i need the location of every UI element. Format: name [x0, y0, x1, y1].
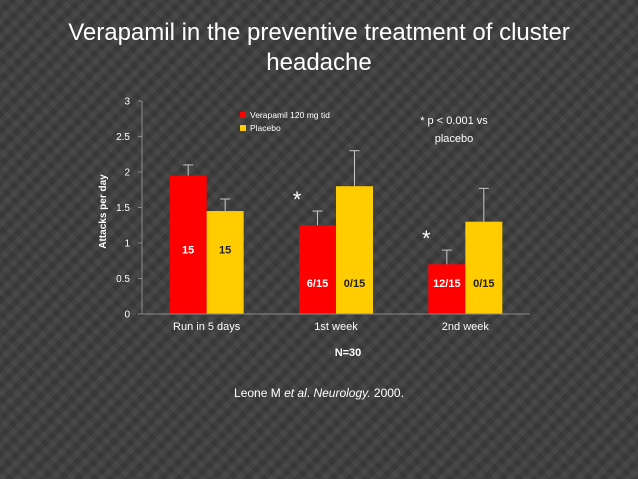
bar-data-label: 12/15 [433, 278, 461, 290]
x-axis-label: N=30 [335, 347, 362, 359]
bar-data-label: 6/15 [307, 278, 328, 290]
x-category-label: Run in 5 days [173, 321, 241, 333]
bar-verapamil [299, 225, 336, 314]
bar-placebo [465, 221, 503, 314]
y-axis-label: Attacks per day [98, 174, 109, 249]
legend-swatch [240, 112, 246, 118]
significance-note: placebo [435, 133, 474, 145]
bar-verapamil [169, 175, 207, 314]
citation-year: 2000. [370, 386, 404, 400]
legend-label: Verapamil 120 mg tid [250, 110, 330, 120]
significance-note: * p < 0.001 vs [420, 115, 488, 127]
legend-label: Placebo [250, 123, 281, 133]
bar-data-label: 15 [219, 245, 231, 257]
significance-star: * [293, 187, 302, 212]
y-tick-label: 2 [124, 168, 130, 179]
bar-placebo [206, 211, 244, 314]
y-tick-label: 0.5 [116, 274, 130, 285]
significance-star: * [422, 226, 431, 251]
citation: Leone M et al. Neurology. 2000. [0, 386, 638, 400]
x-category-label: 2nd week [442, 321, 490, 333]
citation-dot: . [306, 386, 314, 400]
y-tick-label: 3 [124, 97, 130, 108]
slide-title: Verapamil in the preventive treatment of… [68, 19, 570, 76]
y-tick-label: 1 [124, 239, 130, 250]
y-tick-label: 1.5 [116, 203, 130, 214]
x-category-label: 1st week [314, 321, 358, 333]
citation-author: Leone M [234, 386, 285, 400]
bar-placebo [336, 186, 373, 314]
bar-verapamil [428, 264, 466, 314]
citation-journal: Neurology. [313, 386, 371, 400]
bar-data-label: 15 [182, 245, 194, 257]
bar-data-label: 0/15 [344, 278, 365, 290]
bar-data-label: 0/15 [473, 278, 494, 290]
legend-swatch [240, 125, 246, 131]
citation-etal: et al [284, 386, 307, 400]
y-tick-label: 0 [124, 310, 130, 321]
y-tick-label: 2.5 [116, 132, 130, 143]
